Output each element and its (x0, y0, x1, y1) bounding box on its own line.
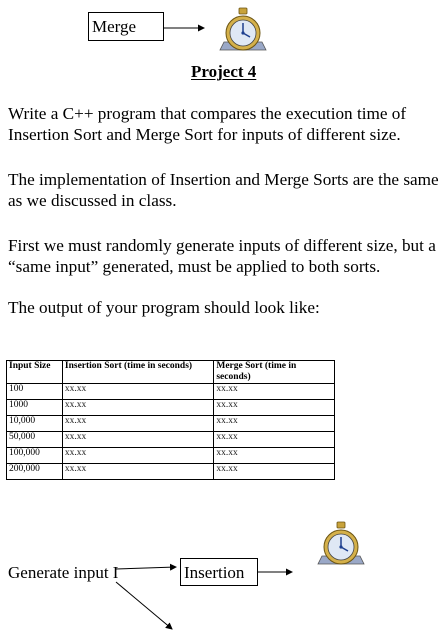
merge-box-label: Merge (92, 17, 137, 36)
cell-input-size: 10,000 (6, 415, 63, 432)
cell-insertion-time: xx.xx (61, 399, 215, 416)
paragraph-output-intro: The output of your program should look l… (8, 298, 320, 317)
cell-insertion-time: xx.xx (61, 415, 215, 432)
results-table: Input Size Insertion Sort (time in secon… (6, 360, 335, 480)
insertion-box-label: Insertion (184, 562, 245, 582)
cell-insertion-time: xx.xx (61, 383, 215, 400)
cell-input-size: 50,000 (6, 431, 63, 448)
header-input-size: Input Size (6, 360, 63, 384)
cell-insertion-time: xx.xx (61, 447, 215, 464)
cell-insertion-time: xx.xx (61, 431, 215, 448)
cell-merge-time: xx.xx (213, 383, 335, 400)
cell-merge-time: xx.xx (213, 463, 335, 480)
table-row: 1000 xx.xx xx.xx (6, 399, 335, 416)
table-row: 50,000 xx.xx xx.xx (6, 431, 335, 448)
cell-input-size: 100,000 (6, 447, 63, 464)
paragraph-input-generation: First we must randomly generate inputs o… (8, 236, 436, 276)
table-row: 200,000 xx.xx xx.xx (6, 463, 335, 480)
cell-input-size: 100 (6, 383, 63, 400)
paragraph-implementation: The implementation of Insertion and Merg… (8, 170, 439, 210)
table-row: 100,000 xx.xx xx.xx (6, 447, 335, 464)
table-header-row: Input Size Insertion Sort (time in secon… (6, 360, 335, 384)
generate-arrow-down (115, 581, 173, 630)
stopwatch-icon (317, 521, 365, 565)
cell-merge-time: xx.xx (213, 431, 335, 448)
stopwatch-icon (219, 7, 267, 51)
cell-input-size: 200,000 (6, 463, 63, 480)
cell-merge-time: xx.xx (213, 415, 335, 432)
insertion-box: Insertion (180, 558, 258, 586)
header-insertion-sort: Insertion Sort (time in seconds) (61, 360, 215, 384)
table-row: 10,000 xx.xx xx.xx (6, 415, 335, 432)
cell-merge-time: xx.xx (213, 447, 335, 464)
generate-input-label: Generate input I (8, 563, 119, 582)
generate-arrow (115, 563, 177, 571)
merge-box: Merge (88, 12, 164, 41)
page-title: Project 4 (191, 62, 257, 81)
paragraph-intro: Write a C++ program that compares the ex… (8, 104, 407, 144)
table-row: 100 xx.xx xx.xx (6, 383, 335, 400)
cell-input-size: 1000 (6, 399, 63, 416)
header-merge-sort: Merge Sort (time in seconds) (213, 360, 335, 384)
cell-insertion-time: xx.xx (61, 463, 215, 480)
cell-merge-time: xx.xx (213, 399, 335, 416)
